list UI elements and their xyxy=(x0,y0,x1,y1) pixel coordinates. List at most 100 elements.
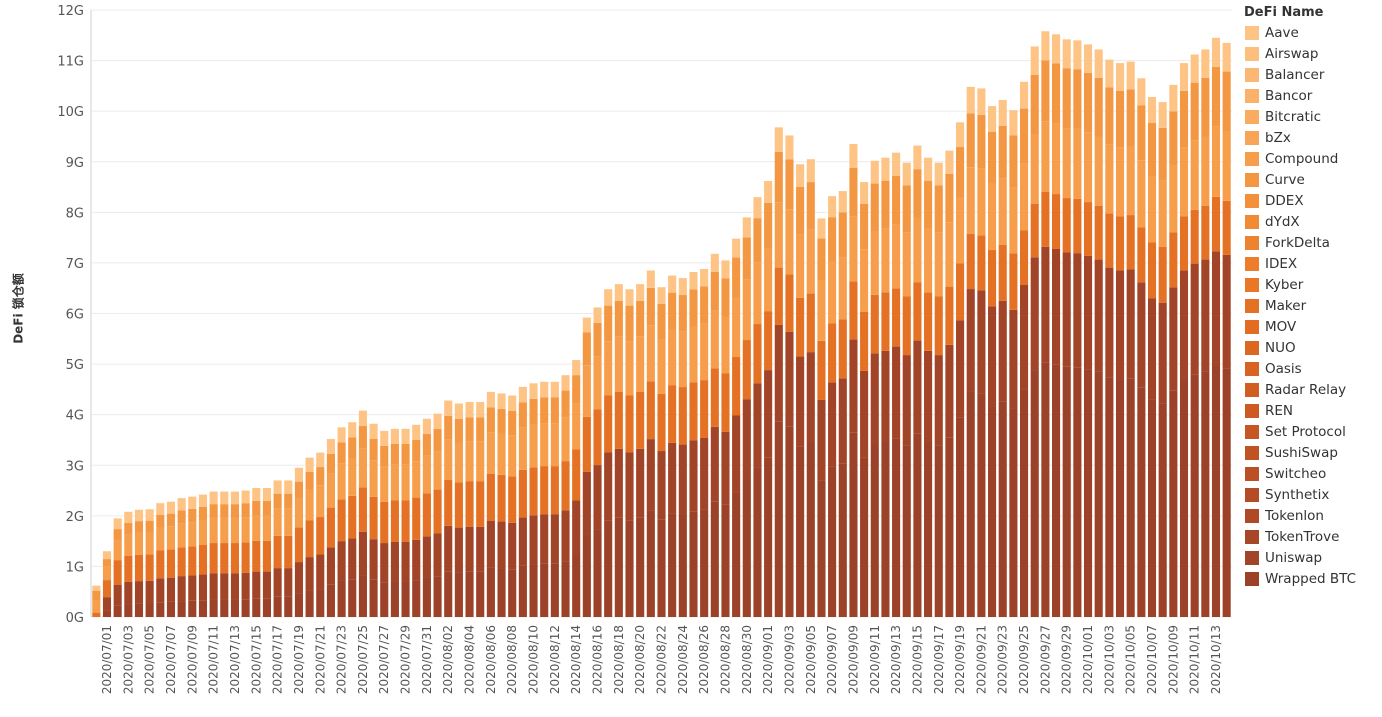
bar-segment[interactable] xyxy=(273,596,282,617)
bar-segment[interactable] xyxy=(1169,232,1178,288)
bar-segment[interactable] xyxy=(561,461,570,511)
bar-segment[interactable] xyxy=(1211,366,1221,617)
bar-segment[interactable] xyxy=(945,150,954,174)
bar-segment[interactable] xyxy=(529,398,538,425)
bar-segment[interactable] xyxy=(113,605,122,617)
legend-item[interactable]: dYdX xyxy=(1243,211,1378,232)
bar-segment[interactable] xyxy=(870,160,879,184)
bar-segment[interactable] xyxy=(956,147,965,198)
bar-segment[interactable] xyxy=(252,515,261,541)
bar-segment[interactable] xyxy=(326,453,335,474)
bar-segment[interactable] xyxy=(988,250,997,307)
bar-segment[interactable] xyxy=(390,581,399,617)
bar-segment[interactable] xyxy=(1052,123,1061,195)
bar-segment[interactable] xyxy=(1179,147,1189,217)
bar-segment[interactable] xyxy=(284,493,293,509)
bar-segment[interactable] xyxy=(913,217,922,283)
bar-segment[interactable] xyxy=(454,403,463,420)
bar-segment[interactable] xyxy=(145,509,154,521)
bar-segment[interactable] xyxy=(998,178,1007,245)
bar-segment[interactable] xyxy=(380,466,389,502)
bar-segment[interactable] xyxy=(572,403,581,450)
bar-segment[interactable] xyxy=(945,286,954,345)
bar-segment[interactable] xyxy=(316,467,325,486)
bar-segment[interactable] xyxy=(188,575,197,601)
bar-segment[interactable] xyxy=(689,382,698,441)
bar-segment[interactable] xyxy=(998,300,1007,402)
bar-segment[interactable] xyxy=(113,560,122,585)
bar-segment[interactable] xyxy=(1030,370,1039,617)
bar-segment[interactable] xyxy=(732,297,741,357)
bar-segment[interactable] xyxy=(668,275,677,293)
bar-segment[interactable] xyxy=(614,517,623,617)
bar-segment[interactable] xyxy=(604,289,613,306)
bar-segment[interactable] xyxy=(710,253,719,272)
bar-segment[interactable] xyxy=(1073,253,1082,368)
bar-segment[interactable] xyxy=(988,106,997,132)
bar-segment[interactable] xyxy=(145,603,154,617)
bar-segment[interactable] xyxy=(902,445,911,617)
bar-segment[interactable] xyxy=(614,300,623,337)
bar-segment[interactable] xyxy=(646,510,655,617)
bar-segment[interactable] xyxy=(1115,90,1125,148)
bar-segment[interactable] xyxy=(582,332,591,366)
bar-segment[interactable] xyxy=(646,270,655,288)
bar-segment[interactable] xyxy=(572,500,581,555)
bar-segment[interactable] xyxy=(753,218,762,263)
bar-segment[interactable] xyxy=(593,307,602,323)
bar-segment[interactable] xyxy=(252,598,261,617)
bar-segment[interactable] xyxy=(614,391,623,449)
bar-segment[interactable] xyxy=(721,260,730,279)
bar-segment[interactable] xyxy=(166,513,176,527)
bar-segment[interactable] xyxy=(529,467,538,516)
bar-segment[interactable] xyxy=(860,457,869,617)
bar-segment[interactable] xyxy=(988,131,997,184)
bar-segment[interactable] xyxy=(742,399,751,480)
bar-segment[interactable] xyxy=(849,339,858,433)
bar-segment[interactable] xyxy=(454,419,463,443)
bar-segment[interactable] xyxy=(284,480,293,494)
bar-segment[interactable] xyxy=(582,471,591,535)
bar-segment[interactable] xyxy=(1211,251,1221,366)
bar-segment[interactable] xyxy=(700,509,709,617)
bar-segment[interactable] xyxy=(177,576,186,602)
bar-segment[interactable] xyxy=(828,217,837,262)
bar-segment[interactable] xyxy=(806,352,815,444)
bar-segment[interactable] xyxy=(1222,71,1231,132)
bar-segment[interactable] xyxy=(1030,134,1039,204)
bar-segment[interactable] xyxy=(625,289,634,306)
bar-segment[interactable] xyxy=(1190,374,1199,617)
bar-segment[interactable] xyxy=(913,169,922,218)
bar-segment[interactable] xyxy=(668,513,677,617)
legend-item[interactable]: Maker xyxy=(1243,295,1378,316)
bar-segment[interactable] xyxy=(934,296,943,356)
bar-segment[interactable] xyxy=(305,590,314,617)
bar-segment[interactable] xyxy=(1020,108,1029,164)
bar-segment[interactable] xyxy=(316,517,325,555)
bar-segment[interactable] xyxy=(1126,89,1135,147)
bar-segment[interactable] xyxy=(625,452,634,521)
bar-segment[interactable] xyxy=(444,525,453,572)
bar-segment[interactable] xyxy=(1158,102,1167,128)
bar-segment[interactable] xyxy=(849,216,858,282)
bar-segment[interactable] xyxy=(924,350,933,442)
bar-segment[interactable] xyxy=(1009,408,1018,617)
bar-segment[interactable] xyxy=(1147,399,1157,617)
bar-segment[interactable] xyxy=(966,391,975,617)
bar-segment[interactable] xyxy=(518,517,527,566)
bar-segment[interactable] xyxy=(412,539,421,581)
bar-segment[interactable] xyxy=(1094,205,1103,260)
bar-segment[interactable] xyxy=(689,272,698,290)
bar-segment[interactable] xyxy=(1083,202,1093,256)
bar-segment[interactable] xyxy=(145,554,154,581)
bar-segment[interactable] xyxy=(582,416,591,472)
bar-segment[interactable] xyxy=(1190,263,1199,375)
bar-segment[interactable] xyxy=(710,368,719,427)
legend-item[interactable]: Bitcratic xyxy=(1243,106,1378,127)
bar-segment[interactable] xyxy=(657,393,666,452)
bar-segment[interactable] xyxy=(636,336,645,392)
bar-segment[interactable] xyxy=(412,580,421,617)
bar-segment[interactable] xyxy=(412,424,421,440)
bar-segment[interactable] xyxy=(1094,371,1103,617)
bar-segment[interactable] xyxy=(892,288,901,347)
